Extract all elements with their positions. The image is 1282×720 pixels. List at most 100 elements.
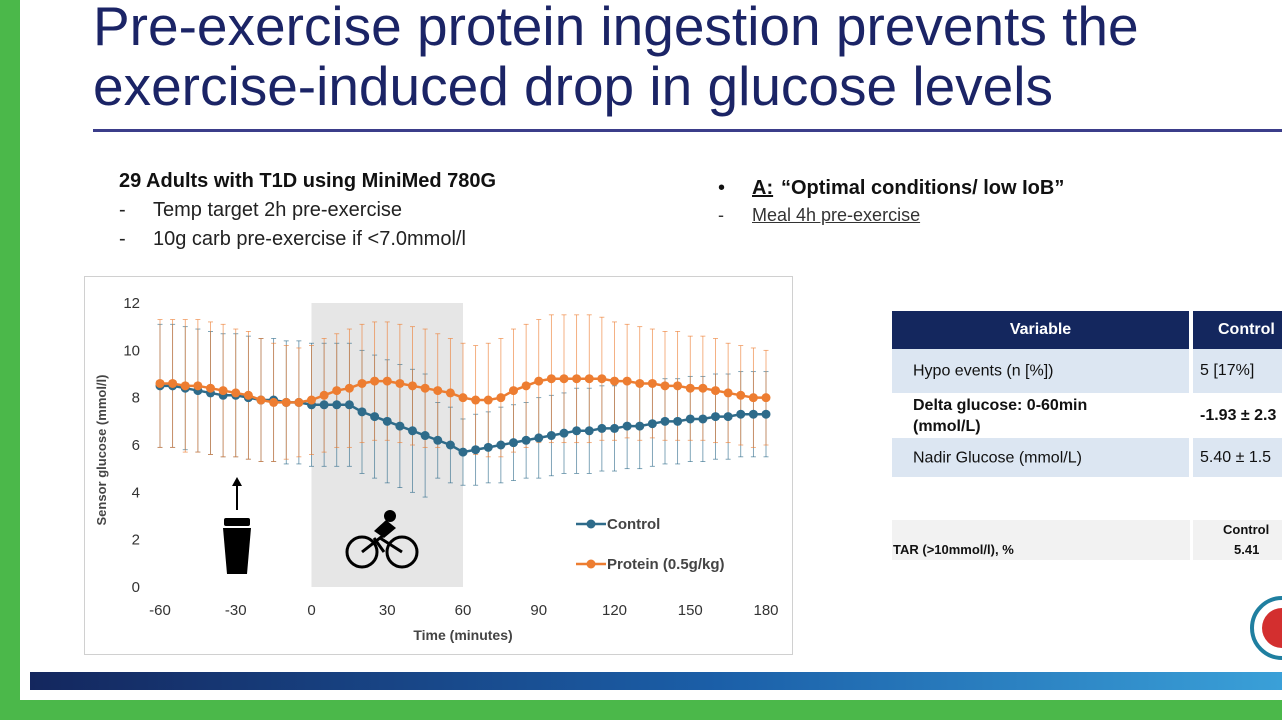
data-point: [496, 440, 506, 450]
data-point: [294, 397, 304, 407]
data-point: [559, 374, 569, 384]
data-point: [332, 386, 342, 396]
data-point: [660, 416, 670, 426]
x-tick-label: 0: [307, 602, 315, 619]
table-cell: -1.93 ± 2.3: [1200, 406, 1277, 424]
arrow-head: [232, 477, 242, 486]
data-point: [572, 374, 582, 384]
data-point: [206, 383, 215, 393]
data-point: [269, 397, 279, 407]
table-cell: Delta glucose: 0-60min (mmol/L): [913, 396, 1088, 435]
data-point: [395, 421, 405, 431]
data-point: [370, 412, 380, 422]
dash: -: [119, 228, 126, 250]
data-point: [433, 435, 443, 445]
data-point: [761, 409, 771, 419]
left-heading: 29 Adults with T1D using MiniMed 780G: [119, 170, 497, 192]
data-point: [243, 390, 253, 400]
data-point: [420, 383, 430, 393]
data-point: [357, 407, 367, 417]
data-point: [647, 378, 657, 388]
data-point: [748, 409, 758, 419]
left-bullet: 10g carb pre-exercise if <7.0mmol/l: [153, 228, 466, 250]
data-point: [673, 416, 683, 426]
data-point: [332, 400, 342, 410]
data-point: [218, 386, 228, 396]
data-point: [281, 397, 291, 407]
right-sub: Meal 4h pre-exercise: [752, 205, 921, 225]
data-point: [723, 388, 733, 398]
table-cell: 5 [17%]: [1200, 362, 1255, 379]
table-header: [892, 311, 1282, 349]
table-row: Hypo events (n [%]) 5 [17%]: [892, 349, 1282, 394]
x-tick-label: 180: [753, 602, 778, 619]
dash: -: [718, 205, 724, 225]
slide-title: exercise-induced drop in glucose levels: [93, 55, 1053, 117]
column-divider: [1189, 393, 1193, 438]
left-bullet: Temp target 2h pre-exercise: [153, 199, 403, 221]
data-point: [748, 393, 758, 403]
chart: 0 2 4 6 8 10 12 -60 -30 0 30 60 90 120 150 180 Time (min…: [84, 276, 793, 655]
y-tick-label: 8: [132, 390, 140, 407]
table-header-cell: Control: [1218, 321, 1275, 338]
data-point: [458, 447, 468, 457]
y-tick-label: 10: [123, 342, 140, 359]
y-tick-label: 4: [132, 484, 140, 501]
table-row: Delta glucose: 0-60min (mmol/L) -1.93 ± 2…: [892, 393, 1282, 439]
legend-label: Control: [607, 516, 660, 533]
data-point: [610, 376, 619, 386]
data-point: [193, 381, 203, 391]
data-point: [584, 374, 594, 384]
data-point: [647, 419, 657, 429]
data-point: [496, 393, 506, 403]
data-point: [256, 395, 266, 405]
data-point: [559, 428, 569, 438]
right-heading-label: A:: [752, 177, 774, 199]
column-divider: [1189, 438, 1193, 477]
footer-bar: [30, 672, 1282, 690]
x-tick-label: 60: [455, 602, 472, 619]
data-point: [572, 426, 582, 436]
data-point: [546, 431, 556, 441]
x-tick-label: 150: [678, 602, 703, 619]
data-point: [180, 381, 190, 391]
y-tick-label: 0: [132, 579, 140, 596]
data-point: [723, 412, 733, 422]
data-point: [319, 400, 329, 410]
rider-head: [384, 510, 396, 522]
data-point: [635, 421, 645, 431]
column-divider: [1189, 311, 1193, 349]
logo: [1250, 596, 1282, 660]
data-point: [610, 423, 619, 433]
table-row: Nadir Glucose (mmol/L) 5.40 ± 1.5: [892, 438, 1282, 477]
data-point: [761, 393, 771, 403]
data-point: [370, 376, 380, 386]
data-point: [395, 378, 405, 388]
data-point: [509, 438, 518, 448]
data-point: [483, 395, 493, 405]
data-point: [433, 386, 443, 396]
data-point: [445, 440, 455, 450]
x-tick-label: 30: [379, 602, 396, 619]
table2-cell: 5.41: [1234, 542, 1260, 557]
y-axis-label: Sensor glucose (mmol/l): [94, 375, 109, 526]
data-point: [622, 421, 632, 431]
y-tick-label: 12: [123, 295, 140, 312]
data-point: [698, 414, 708, 424]
table2-header: Control: [1223, 522, 1270, 537]
data-point: [521, 435, 531, 445]
data-point: [168, 378, 178, 388]
data-point: [711, 412, 720, 422]
x-tick-label: -30: [225, 602, 247, 619]
x-axis-label: Time (minutes): [413, 627, 512, 643]
data-point: [597, 423, 607, 433]
data-point: [483, 442, 493, 452]
data-point: [420, 431, 430, 441]
table-cell: 5.40 ± 1.5: [1200, 448, 1272, 466]
legend-marker: [586, 559, 596, 569]
data-point: [546, 374, 556, 384]
table-cell: Hypo events (n [%]): [913, 362, 1054, 380]
data-point: [597, 374, 607, 384]
data-point: [534, 433, 544, 443]
